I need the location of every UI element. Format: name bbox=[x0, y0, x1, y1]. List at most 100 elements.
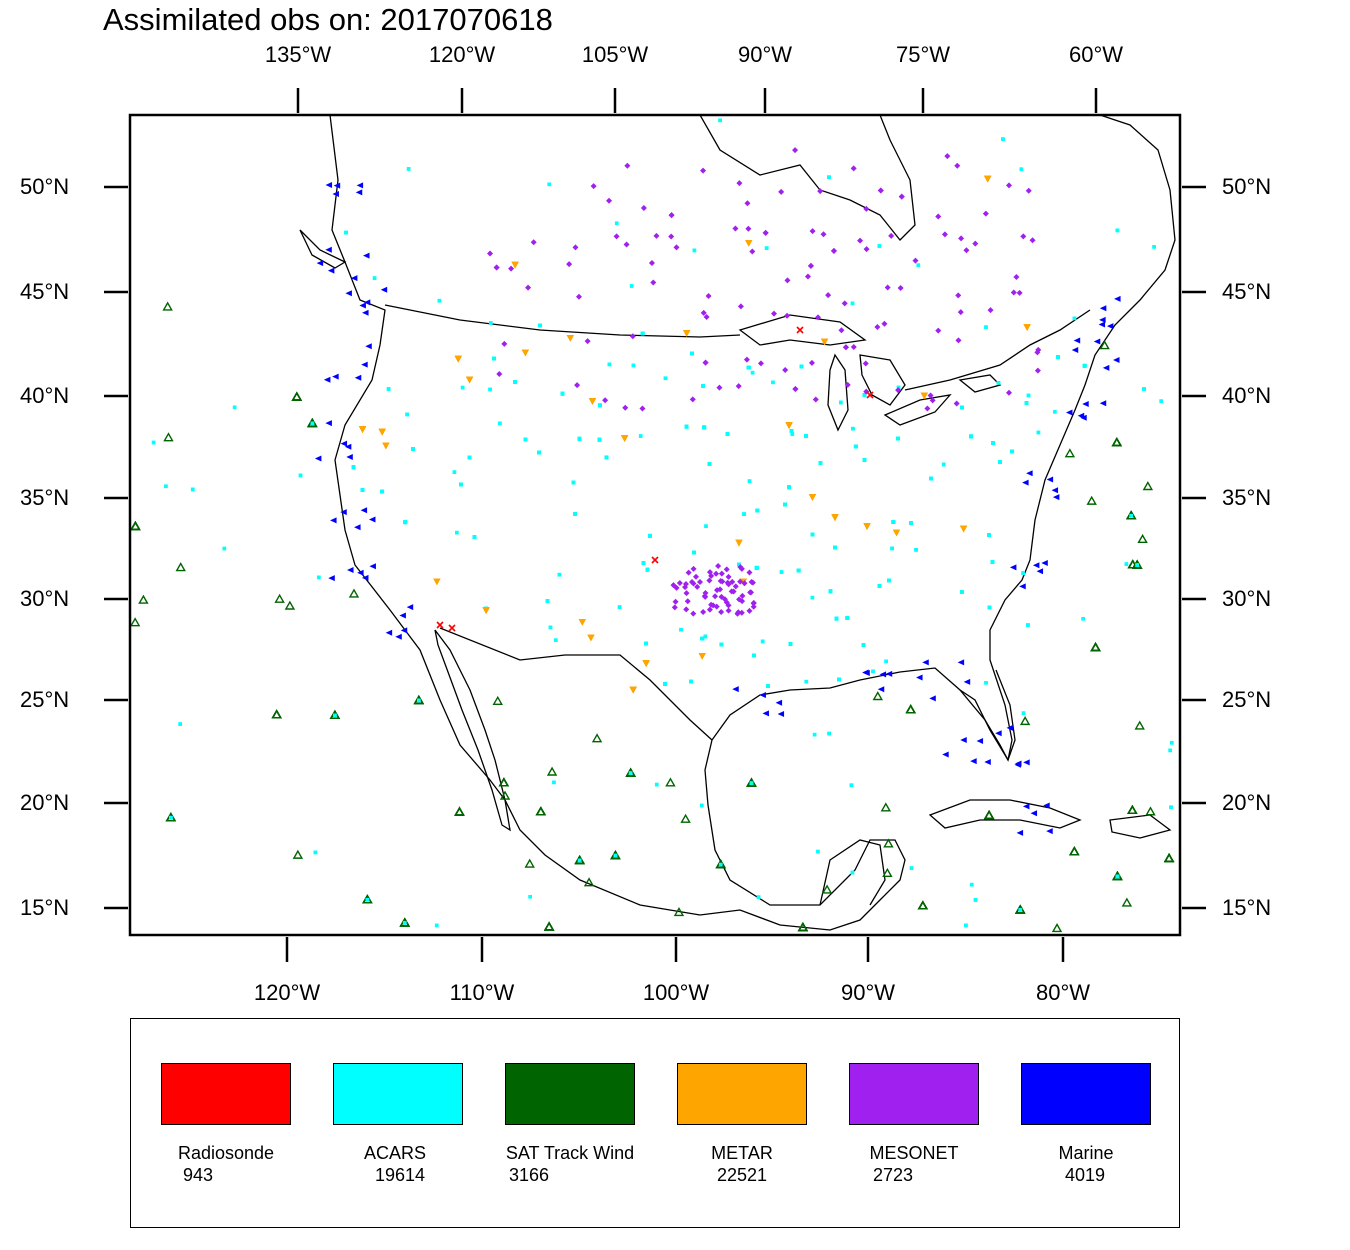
obs-marker-acars bbox=[998, 460, 1002, 464]
obs-marker-marine bbox=[1082, 400, 1089, 407]
obs-marker-mesonet bbox=[750, 599, 757, 606]
lake-michigan bbox=[827, 353, 849, 432]
obs-marker-mesonet bbox=[844, 381, 851, 388]
obs-marker-acars bbox=[834, 616, 839, 621]
obs-marker-acars bbox=[702, 425, 707, 430]
obs-marker-metar bbox=[745, 240, 753, 247]
obs-marker-marine bbox=[355, 189, 363, 196]
obs-marker-sat-track-wind bbox=[1019, 715, 1031, 726]
obs-marker-sat-track-wind bbox=[665, 777, 676, 787]
obs-marker-acars bbox=[406, 167, 411, 171]
obs-marker-metar bbox=[920, 392, 928, 400]
obs-marker-acars bbox=[538, 323, 542, 328]
obs-marker-acars bbox=[1082, 363, 1087, 368]
observation-points bbox=[130, 118, 1175, 933]
left-tick-label: 45°N bbox=[20, 279, 70, 304]
lake-huron bbox=[859, 354, 906, 406]
obs-marker-sat-track-wind bbox=[274, 593, 285, 603]
obs-marker-marine bbox=[340, 509, 347, 516]
obs-marker-mesonet bbox=[737, 578, 744, 585]
obs-marker-mesonet bbox=[888, 232, 895, 239]
obs-marker-mesonet bbox=[692, 573, 699, 580]
obs-marker-acars bbox=[701, 384, 705, 388]
obs-marker-sat-track-wind bbox=[872, 691, 883, 701]
obs-marker-mesonet bbox=[912, 257, 919, 264]
obs-marker-metar bbox=[629, 686, 637, 694]
obs-marker-marine bbox=[877, 686, 885, 693]
lake-erie bbox=[883, 394, 952, 426]
obs-marker-sat-track-wind bbox=[715, 859, 726, 869]
obs-marker-mesonet bbox=[683, 606, 690, 613]
obs-marker-acars bbox=[818, 461, 823, 465]
obs-marker-acars bbox=[1159, 399, 1163, 403]
obs-marker-metar bbox=[482, 607, 490, 614]
obs-marker-acars bbox=[298, 473, 303, 478]
obs-marker-mesonet bbox=[953, 400, 960, 407]
legend-count: 943 bbox=[183, 1165, 214, 1185]
obs-marker-mesonet bbox=[1025, 187, 1032, 194]
obs-marker-acars bbox=[810, 595, 815, 600]
obs-marker-mesonet bbox=[718, 609, 725, 616]
obs-marker-mesonet bbox=[838, 327, 845, 334]
obs-marker-acars bbox=[837, 677, 841, 682]
obs-marker-mesonet bbox=[735, 609, 742, 616]
obs-marker-acars bbox=[577, 436, 582, 441]
obs-marker-metar bbox=[735, 539, 743, 547]
obs-marker-mesonet bbox=[814, 314, 821, 321]
legend-label: ACARS bbox=[363, 1143, 426, 1163]
obs-marker-acars bbox=[990, 560, 995, 564]
obs-marker-acars bbox=[310, 421, 315, 426]
obs-marker-marine bbox=[333, 182, 341, 189]
obs-marker-acars bbox=[996, 381, 1001, 385]
obs-marker-mesonet bbox=[737, 303, 744, 310]
obs-marker-radiosonde bbox=[651, 556, 659, 564]
obs-marker-acars bbox=[1053, 409, 1057, 414]
map-frame bbox=[128, 113, 1182, 937]
obs-marker-mesonet bbox=[574, 382, 581, 389]
obs-marker-marine bbox=[929, 695, 936, 702]
legend-swatch bbox=[677, 1063, 807, 1125]
obs-marker-radiosonde bbox=[796, 326, 804, 334]
obs-marker-acars bbox=[1036, 430, 1041, 435]
obs-marker-sat-track-wind bbox=[524, 858, 535, 868]
obs-marker-mesonet bbox=[493, 264, 500, 271]
obs-marker-acars bbox=[689, 679, 693, 684]
obs-marker-acars bbox=[222, 546, 227, 551]
obs-marker-mesonet bbox=[1013, 274, 1020, 281]
obs-marker-mesonet bbox=[841, 300, 848, 307]
obs-marker-mesonet bbox=[830, 247, 837, 254]
obs-marker-acars bbox=[679, 627, 683, 632]
obs-marker-mesonet bbox=[723, 566, 730, 573]
obs-marker-acars bbox=[760, 639, 765, 644]
obs-marker-sat-track-wind bbox=[673, 907, 685, 917]
obs-marker-marine bbox=[732, 686, 739, 693]
obs-marker-mesonet bbox=[750, 603, 757, 610]
obs-marker-sat-track-wind bbox=[610, 850, 621, 860]
obs-marker-acars bbox=[604, 455, 609, 460]
obs-marker-marine bbox=[1023, 759, 1030, 766]
legend-swatch bbox=[505, 1063, 635, 1125]
obs-marker-marine bbox=[1077, 412, 1085, 419]
obs-marker-acars bbox=[1135, 563, 1139, 567]
obs-marker-acars bbox=[467, 455, 472, 460]
obs-marker-acars bbox=[749, 781, 754, 785]
obs-marker-mesonet bbox=[1006, 182, 1013, 189]
obs-marker-mesonet bbox=[639, 405, 646, 412]
obs-marker-mesonet bbox=[1035, 346, 1042, 353]
obs-marker-mesonet bbox=[725, 573, 732, 580]
obs-marker-mesonet bbox=[673, 244, 680, 251]
obs-marker-acars bbox=[164, 484, 168, 489]
obs-marker-mesonet bbox=[685, 569, 692, 576]
obs-marker-marine bbox=[1041, 559, 1048, 566]
left-tick-label: 50°N bbox=[20, 174, 70, 199]
obs-marker-acars bbox=[1081, 616, 1085, 621]
legend-swatch bbox=[1021, 1063, 1151, 1125]
obs-marker-marine bbox=[1099, 400, 1107, 407]
obs-marker-acars bbox=[969, 434, 973, 439]
obs-marker-mesonet bbox=[668, 212, 675, 219]
obs-marker-sat-track-wind bbox=[905, 704, 916, 714]
obs-marker-acars bbox=[754, 565, 759, 570]
obs-marker-metar bbox=[642, 660, 650, 667]
obs-marker-mesonet bbox=[584, 338, 591, 345]
obs-marker-marine bbox=[957, 659, 965, 666]
